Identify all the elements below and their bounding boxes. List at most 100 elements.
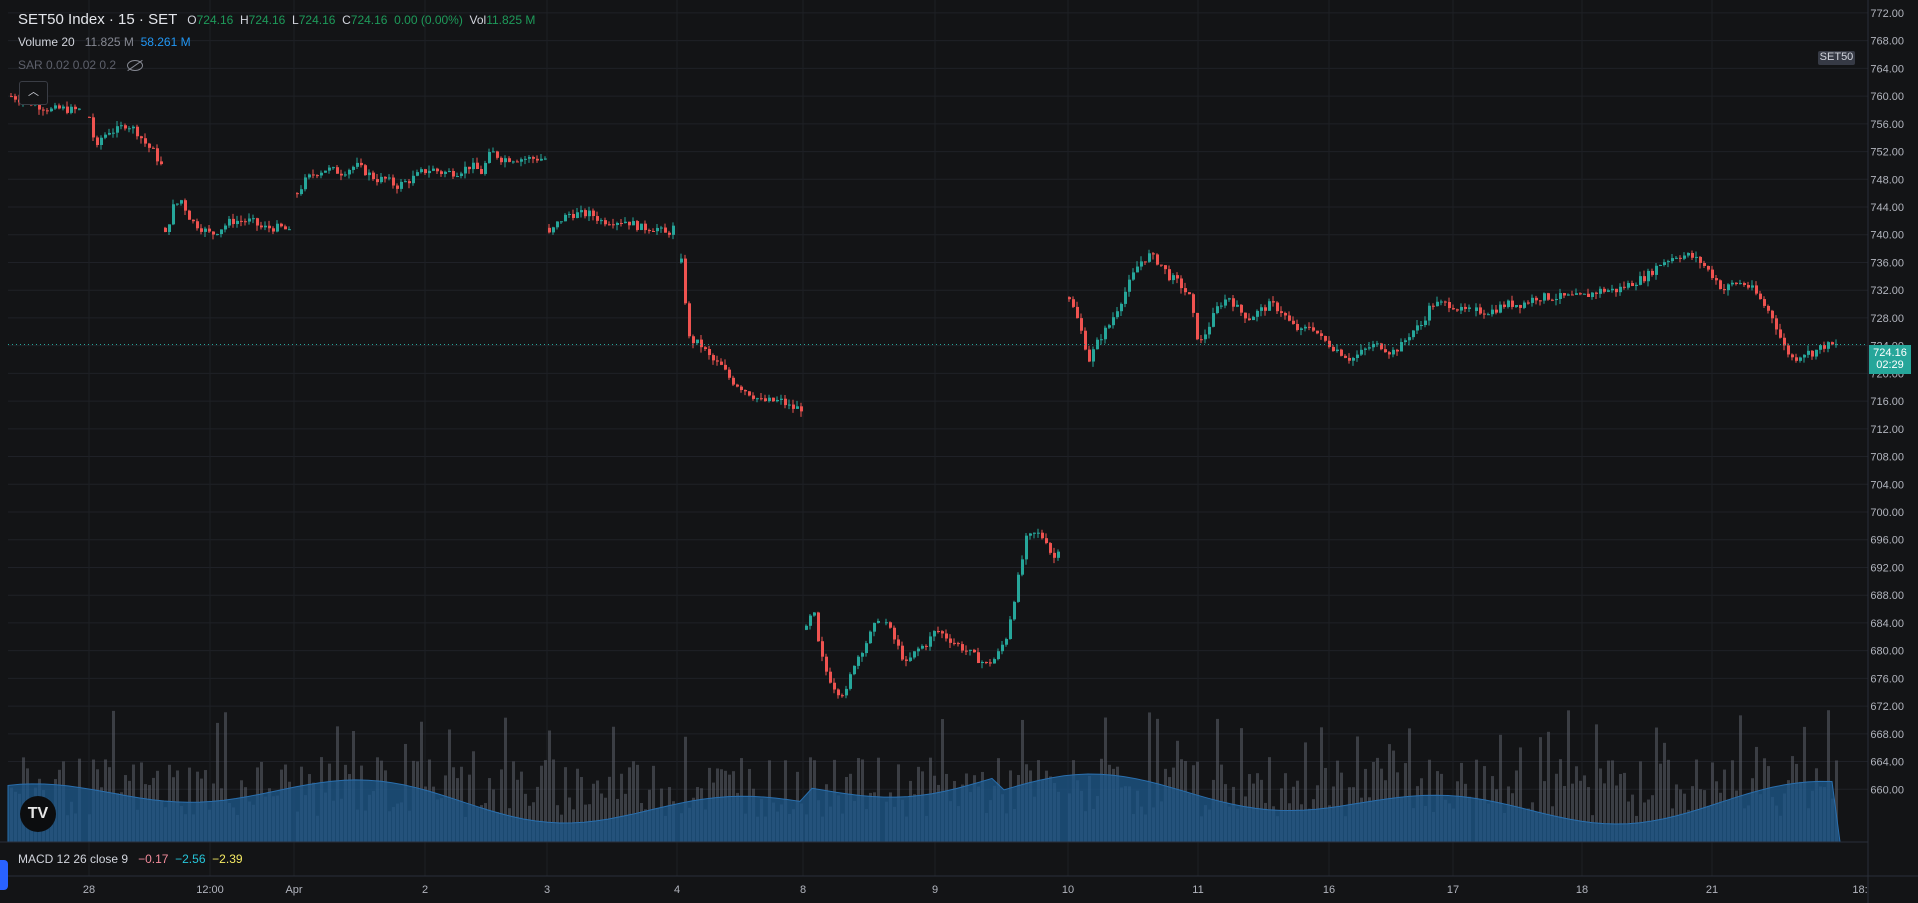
candle-body [809,615,812,626]
volume-bar [1675,784,1678,842]
candle-body [296,193,299,195]
high-value: 724.16 [248,13,286,27]
candle-body [600,220,603,222]
candle-body [1420,325,1423,327]
volume-bar [612,726,615,842]
candle-body [440,171,443,174]
sar-legend-name: SAR 0.02 0.02 0.2 [18,58,117,72]
candle-body [837,689,840,696]
candle-body [1452,308,1455,310]
candle-body [200,228,203,232]
candle-body [1475,307,1478,311]
candle-body [1779,329,1782,338]
macd-legend[interactable]: MACD 12 26 close 9 −0.17 −2.56 −2.39 [18,852,243,866]
candle-body [188,210,191,220]
pane-scroll-handle[interactable] [0,860,8,890]
candle-body [1619,286,1622,293]
candle-body [800,406,803,412]
candle-body [444,171,447,174]
collapse-legend-button[interactable]: ︿ [19,81,48,105]
candle-body [624,221,627,224]
candle-body [10,96,13,98]
candle-body [508,158,511,162]
candle-body [344,174,347,176]
candle-body [1276,302,1279,312]
volume-bar [1627,801,1630,842]
candle-body [100,137,103,146]
candle-body [532,157,535,159]
candle-body [316,175,319,177]
candle-body [572,213,575,218]
candle-body [504,158,507,163]
candle-body [965,650,968,652]
x-tick-label: 17 [1447,884,1459,896]
candle-body [1029,533,1032,536]
candle-body [917,648,920,652]
candle-body [1084,330,1087,350]
candle-body [192,219,195,222]
candle-body [1755,285,1758,294]
candle-body [1376,343,1379,345]
candle-body [1200,339,1203,341]
tradingview-logo[interactable]: TV [20,796,56,832]
candle-body [560,221,563,223]
volume-legend[interactable]: Volume 20 11.825 M 58.261 M [18,35,191,49]
candle-body [608,224,611,226]
candle-body [660,227,663,229]
candle-body [1284,312,1287,316]
volume-bar [1567,710,1570,842]
volume-bar [536,786,539,842]
candle-body [1767,305,1770,311]
candle-body [580,210,583,213]
candle-body [1304,326,1307,329]
symbol-legend[interactable]: SET50 Index · 15 · SET O724.16 H724.16 L… [18,11,535,28]
hidden-eye-icon[interactable] [127,60,144,72]
volume-bar [1563,785,1566,842]
candle-body [780,398,783,400]
x-tick-label: 9 [932,884,938,896]
candle-body [752,395,755,399]
sar-legend[interactable]: SAR 0.02 0.02 0.2 [18,58,144,72]
candle-body [1428,305,1431,321]
candle-body [909,657,912,661]
candle-body [364,165,367,176]
candle-body [724,364,727,370]
candle-body [969,649,972,651]
candle-body [168,224,171,232]
open-value: 724.16 [196,13,234,27]
candle-body [1136,266,1139,273]
candle-body [1727,284,1730,291]
candle-body [332,167,335,169]
candle-body [132,126,135,129]
candle-body [232,218,235,225]
candle-body [1519,304,1522,308]
candle-body [1535,297,1538,301]
candle-body [1244,312,1247,319]
macd-legend-name: MACD 12 26 close 9 [18,852,129,866]
candle-body [1045,538,1048,544]
candle-body [764,398,767,402]
candle-body [1703,263,1706,267]
candle-body [768,397,771,402]
candle-body [1699,256,1702,264]
candle-body [468,166,471,170]
candle-body [1823,345,1826,349]
candle-body [548,227,551,233]
candle-body [1555,298,1558,301]
symbol-title[interactable]: SET50 Index · 15 · SET [18,11,178,28]
candle-body [953,642,956,644]
x-tick-label: 3 [544,884,550,896]
candle-body [981,661,984,663]
close-value: 724.16 [350,13,388,27]
volume-bar [1647,799,1650,842]
macd-value-1: −0.17 [138,852,169,866]
candle-body [1088,349,1091,362]
candle-body [420,169,423,173]
candle-body [821,641,824,657]
volume-bar [1599,768,1602,842]
macd-value-2: −2.56 [175,852,206,866]
volume-bar [684,736,687,842]
candle-body [340,173,343,176]
candle-body [1499,304,1502,313]
